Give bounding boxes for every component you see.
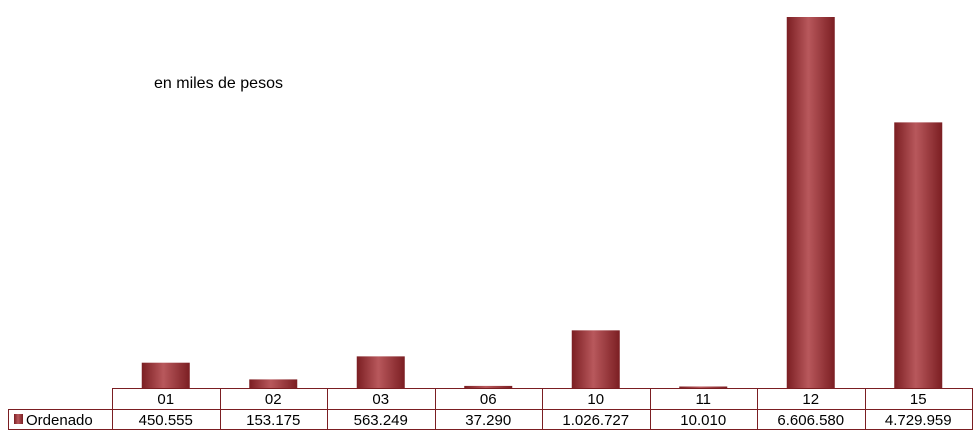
data-label-12: 6.606.580: [777, 412, 844, 429]
bar-11: [679, 386, 728, 388]
data-label-02: 153.175: [246, 412, 300, 429]
data-label-06: 37.290: [465, 412, 511, 429]
category-label-03: 03: [372, 391, 389, 408]
data-label-15: 4.729.959: [885, 412, 952, 429]
legend-series-name: Ordenado: [26, 412, 93, 429]
category-label-02: 02: [265, 391, 282, 408]
data-label-10: 1.026.727: [562, 412, 629, 429]
category-label-15: 15: [910, 391, 927, 408]
bar-15: [894, 122, 943, 388]
data-label-11: 10.010: [680, 412, 726, 429]
bar-12: [786, 17, 835, 388]
bar-01: [141, 362, 190, 388]
category-label-10: 10: [587, 391, 604, 408]
bar-10: [571, 330, 620, 388]
data-table: 01 02 03 06 10 11 12 15 450.555 153.175 563.249 37.…: [8, 388, 973, 430]
chart-subtitle: en miles de pesos: [154, 75, 283, 92]
bars-group: [141, 17, 943, 388]
bar-02: [249, 379, 298, 388]
data-label-01: 450.555: [139, 412, 193, 429]
legend-key: [14, 414, 23, 424]
category-label-01: 01: [157, 391, 174, 408]
category-label-11: 11: [695, 391, 711, 408]
data-label-03: 563.249: [354, 412, 408, 429]
bar-03: [356, 356, 405, 388]
bar-06: [464, 385, 513, 388]
category-label-12: 12: [802, 391, 819, 408]
category-label-06: 06: [480, 391, 497, 408]
